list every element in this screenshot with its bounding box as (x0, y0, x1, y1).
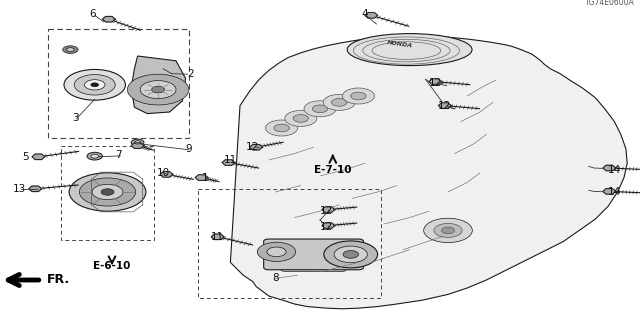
Text: 4: 4 (362, 9, 368, 20)
Text: 12: 12 (438, 100, 451, 111)
Circle shape (351, 92, 366, 100)
Circle shape (91, 83, 99, 87)
Polygon shape (195, 175, 208, 180)
Circle shape (79, 178, 136, 206)
Circle shape (127, 74, 189, 105)
Polygon shape (102, 16, 115, 22)
Circle shape (267, 247, 286, 257)
Polygon shape (131, 143, 144, 148)
Polygon shape (29, 186, 42, 192)
Text: 2: 2 (188, 68, 194, 79)
Circle shape (274, 124, 289, 132)
Circle shape (64, 69, 125, 100)
Polygon shape (160, 172, 173, 177)
Polygon shape (429, 79, 442, 84)
Circle shape (257, 242, 296, 261)
Polygon shape (131, 56, 186, 114)
Text: 10: 10 (157, 168, 170, 178)
Text: 11: 11 (224, 155, 237, 165)
Circle shape (84, 80, 105, 90)
Text: E-6-10: E-6-10 (93, 260, 131, 271)
Bar (198, 189, 381, 298)
Text: 12: 12 (320, 206, 333, 216)
Text: 13: 13 (13, 184, 26, 194)
Circle shape (324, 241, 378, 268)
Circle shape (304, 101, 336, 117)
Circle shape (67, 48, 74, 52)
Circle shape (69, 173, 146, 211)
Polygon shape (322, 223, 335, 228)
Circle shape (332, 99, 347, 106)
Bar (61, 146, 154, 240)
Circle shape (131, 139, 144, 146)
FancyBboxPatch shape (281, 253, 346, 271)
Text: 6: 6 (90, 9, 96, 20)
Text: 9: 9 (186, 144, 192, 154)
Bar (48, 29, 189, 138)
Polygon shape (32, 154, 45, 160)
Ellipse shape (348, 34, 472, 66)
Circle shape (91, 154, 99, 158)
Circle shape (152, 86, 164, 93)
Circle shape (63, 46, 78, 53)
Circle shape (342, 88, 374, 104)
Circle shape (334, 246, 367, 263)
Circle shape (318, 260, 328, 265)
Text: 3: 3 (72, 113, 79, 124)
Text: 14: 14 (608, 187, 621, 197)
Circle shape (92, 184, 123, 200)
Polygon shape (222, 160, 235, 165)
Text: HONDA: HONDA (387, 41, 413, 49)
Circle shape (87, 152, 102, 160)
Circle shape (293, 115, 308, 122)
Circle shape (134, 141, 141, 144)
Circle shape (74, 75, 115, 95)
Text: TG74E0600A: TG74E0600A (585, 0, 635, 7)
Circle shape (312, 257, 335, 268)
Polygon shape (230, 36, 627, 309)
Text: 14: 14 (608, 164, 621, 175)
Polygon shape (603, 188, 616, 194)
Polygon shape (365, 12, 378, 18)
Polygon shape (250, 144, 262, 150)
Text: E-7-10: E-7-10 (314, 164, 351, 175)
Text: 7: 7 (115, 150, 122, 160)
Circle shape (424, 218, 472, 243)
Polygon shape (211, 234, 224, 240)
Text: 11: 11 (211, 232, 224, 242)
Text: 8: 8 (272, 273, 278, 284)
Circle shape (434, 223, 462, 237)
Circle shape (140, 81, 176, 99)
Text: 12: 12 (320, 222, 333, 232)
Text: 12: 12 (429, 78, 442, 88)
Circle shape (266, 120, 298, 136)
Text: 5: 5 (22, 152, 29, 162)
Polygon shape (322, 207, 335, 212)
Circle shape (101, 189, 114, 195)
Polygon shape (438, 103, 451, 108)
Circle shape (312, 105, 328, 113)
Circle shape (343, 251, 358, 258)
Polygon shape (603, 165, 616, 171)
Text: FR.: FR. (47, 273, 70, 285)
Circle shape (442, 227, 454, 234)
Text: 1: 1 (202, 172, 208, 183)
Text: 12: 12 (246, 142, 259, 152)
FancyBboxPatch shape (264, 239, 364, 270)
Circle shape (285, 110, 317, 126)
Circle shape (323, 94, 355, 110)
